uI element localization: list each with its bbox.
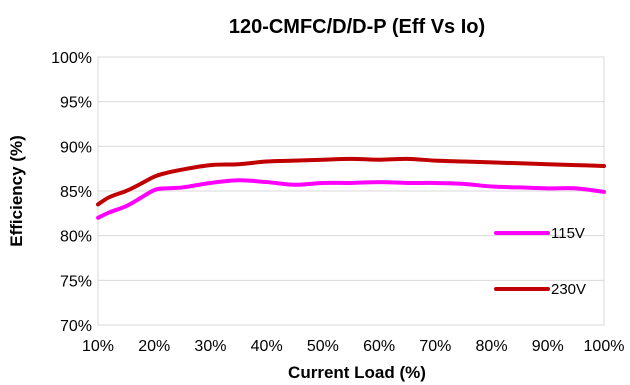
x-tick-label: 50% [307, 338, 339, 355]
x-tick-label: 40% [251, 338, 283, 355]
y-tick-label: 85% [60, 184, 92, 201]
x-axis-ticks: 10% 20% 30% 40% 50% 60% 70% 80% 90% 100% [82, 338, 624, 355]
series-layer [96, 156, 606, 220]
legend: 115V 230V [494, 225, 586, 298]
series-line-115v [96, 178, 606, 220]
x-axis-label: Current Load (%) [288, 363, 426, 382]
x-tick-label: 100% [584, 338, 625, 355]
x-tick-label: 70% [419, 338, 451, 355]
x-tick-label: 80% [476, 338, 508, 355]
y-axis-label: Efficiency (%) [7, 135, 26, 246]
y-axis-ticks: 70% 75% 80% 85% 90% 95% 100% [51, 50, 92, 335]
legend-label-115v: 115V [551, 225, 585, 242]
x-tick-label: 20% [138, 338, 170, 355]
series-line-230v [96, 156, 606, 207]
y-tick-label: 75% [60, 273, 92, 290]
legend-label-230v: 230V [551, 281, 586, 298]
y-tick-label: 80% [60, 229, 92, 246]
y-tick-label: 70% [60, 318, 92, 335]
x-tick-label: 90% [532, 338, 564, 355]
grid [98, 101, 604, 281]
chart-title: 120-CMFC/D/D-P (Eff Vs Io) [229, 16, 485, 38]
y-tick-label: 90% [60, 139, 92, 156]
x-tick-label: 10% [82, 338, 114, 355]
x-tick-label: 60% [363, 338, 395, 355]
x-tick-label: 30% [194, 338, 226, 355]
y-tick-label: 95% [60, 95, 92, 112]
y-tick-label: 100% [51, 50, 92, 67]
